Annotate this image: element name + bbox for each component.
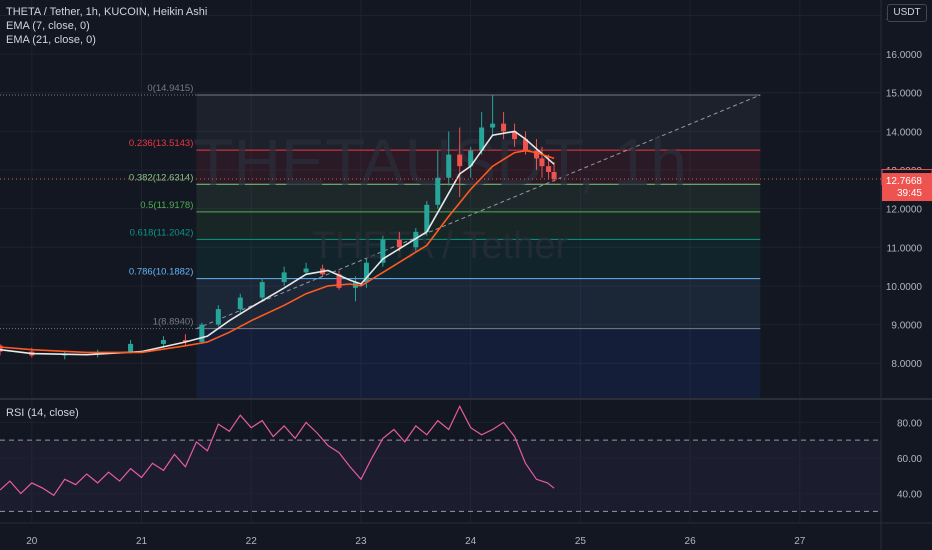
rsi-tick-label: 80.00 [897, 418, 922, 429]
fib-zone [196, 239, 761, 279]
candle-body [501, 123, 507, 132]
fib-level-label: 0.382(12.6314) [129, 172, 193, 183]
candle-body [424, 204, 430, 232]
candle-body [512, 131, 518, 140]
fib-level-label: 0.5(11.9178) [140, 200, 193, 211]
time-tick-label: 20 [26, 536, 38, 547]
fib-zone [196, 211, 761, 240]
candle-body [182, 340, 188, 342]
candle-body [281, 272, 287, 283]
candle-body [336, 274, 342, 288]
ema21-legend[interactable]: EMA (21, close, 0) [6, 34, 96, 46]
rsi-tick-label: 40.00 [897, 490, 922, 501]
candle-body [128, 343, 134, 353]
fib-level-label: 0.236(13.5143) [129, 138, 193, 149]
ema7-line [0, 130, 555, 356]
description-watermark: THETA / Tether [312, 225, 569, 267]
rsi-band-fill [0, 440, 881, 512]
fib-zone [196, 94, 761, 151]
rsi-pane[interactable]: 40.00 60.00 80.00 [0, 404, 922, 512]
candle-body [490, 123, 496, 128]
currency-button[interactable]: USDT [887, 4, 927, 22]
ema7-legend[interactable]: EMA (7, close, 0) [6, 20, 90, 32]
rsi-line [0, 404, 555, 497]
candle-body [523, 139, 529, 151]
rsi-legend[interactable]: RSI (14, close) [6, 407, 79, 419]
fib-level-label: 0.786(10.1882) [129, 267, 193, 278]
candle-body [546, 166, 552, 172]
time-tick-label: 25 [575, 536, 587, 547]
candle-body [539, 158, 545, 167]
rsi-tick-label: 60.00 [897, 454, 922, 465]
fib-level-label: 0(14.9415) [147, 83, 193, 94]
candle-body [435, 177, 441, 205]
time-tick-label: 26 [685, 536, 697, 547]
price-tick-label: 8.0000 [891, 359, 922, 370]
chart-title[interactable]: THETA / Tether, 1h, KUCOIN, Heikin Ashi [6, 6, 208, 18]
candle-body [160, 340, 166, 344]
candle-body [259, 282, 265, 298]
fib-level-label: 1(8.8940) [153, 317, 194, 328]
candles-series[interactable] [0, 95, 557, 360]
candle-body [0, 345, 3, 352]
candle-body [533, 150, 539, 159]
candle-body [551, 171, 557, 179]
candle-body [396, 239, 402, 248]
time-tick-label: 27 [794, 536, 806, 547]
price-tick-label: 15.0000 [886, 89, 923, 100]
candle-body [363, 262, 369, 283]
candle-body [457, 154, 463, 167]
fib-zone [196, 184, 761, 212]
time-tick-label: 22 [246, 536, 258, 547]
candle-body [215, 309, 221, 325]
ema21-line [0, 149, 555, 354]
price-tick-label: 9.0000 [891, 321, 922, 332]
candle-body [468, 150, 474, 167]
candle-body [446, 154, 452, 178]
candle-body [237, 297, 243, 310]
countdown-label: 39:45 [897, 188, 922, 199]
fib-zone [196, 328, 761, 398]
fib-level-label: 0.618(11.2042) [130, 227, 194, 238]
ema-lines[interactable] [0, 130, 555, 356]
candle-body [380, 239, 386, 263]
fib-zone [196, 278, 761, 329]
time-tick-label: 21 [136, 536, 148, 547]
fib-retracement[interactable]: 0(14.9415) 0.236(13.5143) 0.382(12.6314) 0.… [0, 83, 761, 398]
candle-body [413, 231, 419, 248]
price-tick-label: 16.0000 [886, 50, 923, 61]
price-tick-label: 10.0000 [886, 282, 923, 293]
current-price-label: 12.7668 [886, 176, 923, 187]
candle-body [303, 268, 309, 273]
price-tick-label: 11.0000 [887, 243, 923, 254]
candle-body [199, 324, 205, 342]
time-tick-label: 24 [465, 536, 477, 547]
price-tick-label: 14.0000 [886, 127, 923, 138]
candle-body [479, 127, 485, 151]
current-price-box [882, 173, 932, 202]
fib-trend-line [196, 94, 761, 330]
time-tick-label: 23 [355, 536, 367, 547]
price-tick-label: 12.0000 [886, 205, 923, 216]
